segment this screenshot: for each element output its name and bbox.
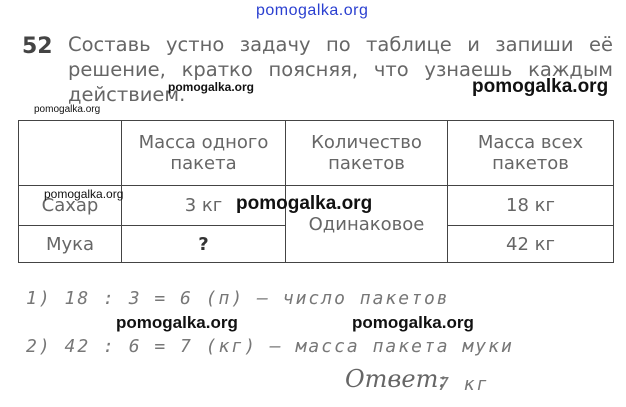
- watermark: pomogalka.org: [44, 187, 124, 201]
- solution-step-1: 1) 18 : 3 = 6 (п) — число пакетов: [26, 288, 450, 309]
- watermark: pomogalka.org: [352, 313, 474, 332]
- header-count: Количество пакетов: [285, 120, 448, 186]
- task-text: Составь устно задачу по таблице и запиши…: [68, 33, 613, 106]
- row-name: Мука: [18, 225, 122, 263]
- watermark: pomogalka.org: [116, 313, 238, 332]
- answer-value: 7 кг: [438, 374, 490, 395]
- header-total-mass: Масса всех пакетов: [447, 120, 614, 186]
- header-empty: [18, 120, 122, 186]
- watermark: pomogalka.org: [34, 104, 101, 115]
- cell-total: 42 кг: [447, 225, 614, 263]
- row-name: Сахар: [18, 185, 122, 226]
- header-unit-mass: Масса одного пакета: [121, 120, 286, 186]
- cell-total: 18 кг: [447, 185, 614, 226]
- data-table: Масса одного пакета Количество пакетов М…: [18, 120, 614, 263]
- watermark: pomogalka.org: [168, 80, 255, 94]
- answer-label: Ответ:: [345, 365, 447, 393]
- cell-unit-mass-unknown: ?: [121, 225, 286, 263]
- task-number: 52: [22, 34, 53, 59]
- solution-step-2: 2) 42 : 6 = 7 (кг) — масса пакета муки: [26, 336, 514, 357]
- watermark: pomogalka.org: [472, 76, 609, 97]
- watermark: pomogalka.org: [236, 193, 373, 214]
- watermark: pomogalka.org: [256, 2, 369, 19]
